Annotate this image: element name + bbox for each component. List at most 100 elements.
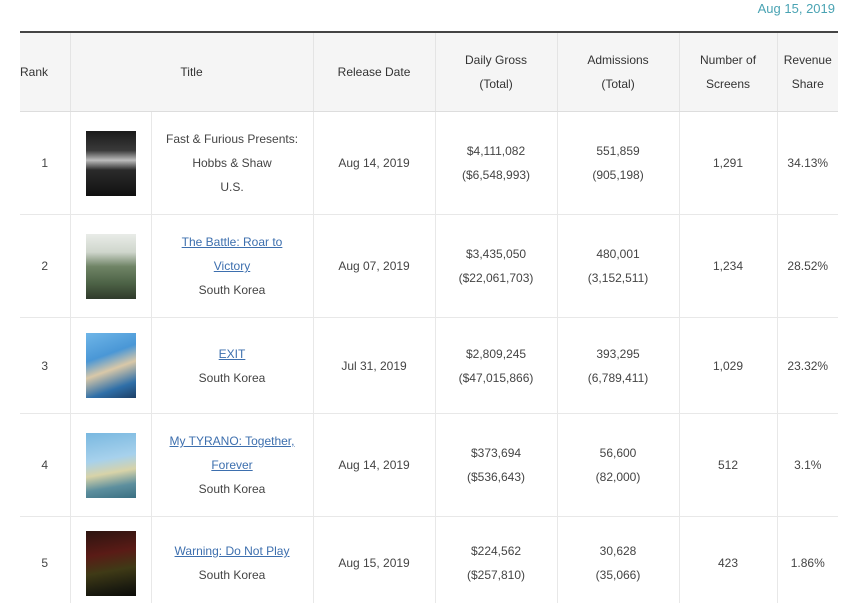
movie-title-link[interactable]: EXIT: [218, 346, 246, 361]
total-gross-value: ($47,015,866): [458, 370, 534, 385]
total-admissions-value: (35,066): [595, 568, 641, 582]
table-row: 5 Warning: Do Not Play South Korea Aug 1…: [20, 516, 839, 603]
gross-cell: $224,562 ($257,810): [435, 516, 558, 603]
poster-cell: [70, 214, 152, 318]
movie-title-link[interactable]: The Battle: Roar to: [181, 235, 283, 249]
gross-cell: $2,809,245 ($47,015,866): [435, 317, 558, 414]
screens-cell: 1,029: [679, 317, 778, 414]
poster-cell: [70, 111, 152, 215]
daily-gross-value: $4,111,082: [466, 144, 526, 158]
table-row: 1 Fast & Furious Presents: Hobbs & Shaw …: [20, 111, 839, 215]
movie-poster-exit[interactable]: [85, 333, 136, 398]
movie-title-line: Fast & Furious Presents:: [165, 132, 299, 146]
screens-cell: 1,291: [679, 111, 778, 215]
header-revenue-share-sub: Share: [791, 77, 824, 91]
revenue-share-cell: 28.52%: [777, 214, 839, 318]
header-screens-label: Number of: [700, 53, 757, 67]
movie-poster-the-battle[interactable]: [85, 233, 136, 299]
title-cell: Fast & Furious Presents: Hobbs & Shaw U.…: [151, 111, 314, 215]
movie-poster-my-tyrano[interactable]: [85, 432, 136, 498]
admissions-cell: 551,859 (905,198): [557, 111, 680, 215]
admissions-value: 480,001: [596, 247, 640, 261]
table-row: 3 EXIT South Korea Jul 31, 2019 $2,809,2…: [20, 317, 839, 414]
daily-gross-value: $224,562: [470, 544, 522, 558]
movie-country: South Korea: [198, 568, 266, 582]
rank-cell: 1: [20, 111, 71, 215]
report-date: Aug 15, 2019: [757, 1, 835, 16]
header-daily-gross-label: Daily Gross: [465, 53, 528, 67]
release-date-cell: Aug 14, 2019: [313, 111, 436, 215]
rank-cell: 2: [20, 214, 71, 318]
movie-poster-warning-do-not-play[interactable]: [85, 530, 136, 596]
screens-cell: 423: [679, 516, 778, 603]
header-release-date: Release Date: [313, 32, 436, 112]
rank-cell: 3: [20, 317, 71, 414]
admissions-value: 56,600: [599, 446, 637, 460]
title-cell: EXIT South Korea: [151, 317, 314, 414]
header-revenue-share-label: Revenue: [783, 53, 832, 67]
revenue-share-cell: 34.13%: [777, 111, 839, 215]
header-title: Title: [70, 32, 314, 112]
daily-gross-value: $373,694: [470, 446, 522, 460]
header-screens: Number of Screens: [679, 32, 778, 112]
total-gross-value: ($22,061,703): [458, 271, 534, 285]
poster-cell: [70, 413, 152, 517]
header-admissions-label: Admissions: [587, 53, 649, 67]
table-row: 2 The Battle: Roar to Victory South Kore…: [20, 214, 839, 318]
admissions-cell: 393,295 (6,789,411): [557, 317, 680, 414]
release-date-cell: Jul 31, 2019: [313, 317, 436, 414]
movie-title-link[interactable]: Forever: [211, 458, 253, 472]
header-rank: Rank: [20, 32, 71, 112]
movie-poster-hobbs-shaw[interactable]: [85, 130, 136, 196]
poster-cell: [70, 317, 152, 414]
movie-title-link[interactable]: My TYRANO: Together,: [169, 434, 295, 448]
gross-cell: $4,111,082 ($6,548,993): [435, 111, 558, 215]
movie-title-line: Hobbs & Shaw: [192, 156, 272, 170]
screens-cell: 512: [679, 413, 778, 517]
header-admissions: Admissions (Total): [557, 32, 680, 112]
release-date-cell: Aug 15, 2019: [313, 516, 436, 603]
movie-country: U.S.: [220, 180, 244, 194]
gross-cell: $3,435,050 ($22,061,703): [435, 214, 558, 318]
admissions-cell: 480,001 (3,152,511): [557, 214, 680, 318]
title-cell: The Battle: Roar to Victory South Korea: [151, 214, 314, 318]
rank-cell: 5: [20, 516, 71, 603]
daily-gross-value: $3,435,050: [465, 247, 527, 261]
table-row: 4 My TYRANO: Together, Forever South Kor…: [20, 413, 839, 517]
rank-cell: 4: [20, 413, 71, 517]
movie-country: South Korea: [198, 370, 266, 385]
title-cell: My TYRANO: Together, Forever South Korea: [151, 413, 314, 517]
gross-cell: $373,694 ($536,643): [435, 413, 558, 517]
movie-country: South Korea: [198, 283, 266, 297]
box-office-table: Rank Title Release Date Daily Gross (Tot…: [20, 31, 839, 603]
admissions-value: 551,859: [596, 144, 640, 158]
revenue-share-cell: 23.32%: [777, 317, 839, 414]
movie-country: South Korea: [198, 482, 266, 496]
release-date-cell: Aug 07, 2019: [313, 214, 436, 318]
movie-title-link[interactable]: Victory: [213, 259, 251, 273]
total-admissions-value: (905,198): [592, 168, 644, 182]
total-gross-value: ($6,548,993): [461, 168, 531, 182]
header-screens-sub: Screens: [706, 77, 751, 91]
poster-cell: [70, 516, 152, 603]
movie-title-link[interactable]: Warning: Do Not Play: [174, 544, 290, 558]
header-daily-gross: Daily Gross (Total): [435, 32, 558, 112]
header-daily-gross-sub: (Total): [479, 77, 513, 91]
admissions-cell: 30,628 (35,066): [557, 516, 680, 603]
total-admissions-value: (6,789,411): [587, 370, 649, 385]
title-cell: Warning: Do Not Play South Korea: [151, 516, 314, 603]
admissions-value: 393,295: [596, 346, 640, 361]
admissions-cell: 56,600 (82,000): [557, 413, 680, 517]
release-date-cell: Aug 14, 2019: [313, 413, 436, 517]
header-revenue-share: Revenue Share: [777, 32, 839, 112]
revenue-share-cell: 3.1%: [777, 413, 839, 517]
daily-gross-value: $2,809,245: [465, 346, 527, 361]
table-header-row: Rank Title Release Date Daily Gross (Tot…: [20, 32, 839, 112]
total-admissions-value: (82,000): [595, 470, 641, 484]
header-admissions-sub: (Total): [601, 77, 635, 91]
total-gross-value: ($536,643): [466, 470, 526, 484]
total-gross-value: ($257,810): [466, 568, 526, 582]
total-admissions-value: (3,152,511): [587, 271, 649, 285]
screens-cell: 1,234: [679, 214, 778, 318]
